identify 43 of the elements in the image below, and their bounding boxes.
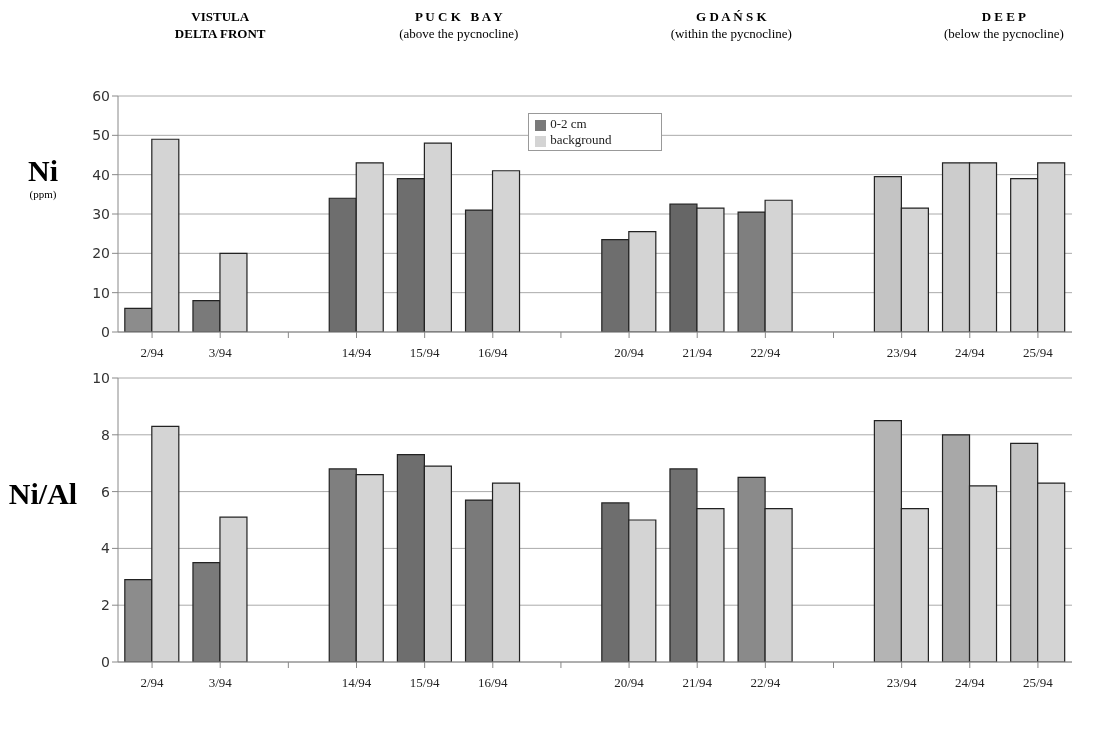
x-tick-label: 15/94: [409, 345, 440, 361]
y-tick-label: 0: [101, 323, 110, 340]
x-tick-label: 20/94: [614, 345, 645, 361]
y-tick-label: 20: [92, 245, 110, 262]
x-tick-label: 2/94: [140, 675, 165, 691]
x-tick-label: 3/94: [208, 675, 233, 691]
text: P U C K B A Y (above the pycnocline): [398, 8, 520, 42]
x-tick-label: 24/94: [954, 675, 986, 691]
legend-label: 0-2 cm: [550, 116, 587, 131]
x-tick-label: 16/94: [477, 345, 509, 361]
x-tick-label: 21/94: [682, 345, 713, 361]
x-tick-label: 14/94: [341, 345, 372, 361]
y-axis-title: Ni/Al: [8, 476, 78, 511]
y-tick-label: 40: [92, 166, 110, 183]
text: VISTULA DELTA FRONT: [173, 8, 267, 42]
text: D E E P (below the pycnocline): [942, 8, 1065, 42]
legend-label: background: [550, 132, 612, 147]
y-axis-title: Ni (ppm): [27, 153, 59, 200]
y-tick-label: 60: [92, 87, 110, 104]
x-tick-label: 23/94: [886, 345, 917, 361]
x-tick-label: 24/94: [954, 345, 986, 361]
x-tick-label: 25/94: [1023, 345, 1054, 361]
x-tick-label: 23/94: [886, 675, 917, 691]
y-tick-label: 10: [92, 369, 110, 386]
y-tick-label: 6: [101, 483, 111, 500]
x-tick-label: 3/94: [208, 345, 233, 361]
x-tick-label: 21/94: [682, 675, 713, 691]
text: G D A Ń S K (within the pycnocline): [669, 8, 793, 42]
y-tick-label: 0: [101, 653, 110, 670]
x-tick-label: 16/94: [477, 675, 509, 691]
x-tick-label: 20/94: [614, 675, 645, 691]
x-tick-label: 22/94: [750, 675, 781, 691]
x-tick-label: 25/94: [1023, 675, 1054, 691]
x-tick-label: 14/94: [341, 675, 372, 691]
y-tick-label: 8: [101, 426, 110, 443]
x-tick-label: 22/94: [750, 345, 781, 361]
y-tick-label: 2: [101, 597, 110, 614]
y-tick-label: 10: [92, 284, 110, 301]
x-tick-label: 15/94: [409, 675, 440, 691]
y-tick-label: 30: [92, 205, 110, 222]
y-tick-label: 50: [92, 127, 110, 144]
y-tick-label: 4: [101, 540, 111, 557]
x-tick-label: 2/94: [140, 345, 165, 361]
